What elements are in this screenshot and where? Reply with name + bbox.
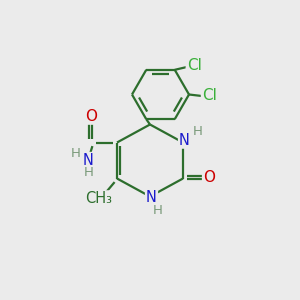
Text: H: H xyxy=(153,203,162,217)
Text: N: N xyxy=(179,133,190,148)
Text: Cl: Cl xyxy=(202,88,217,104)
Text: H: H xyxy=(193,124,202,138)
Text: N: N xyxy=(82,153,93,168)
Text: O: O xyxy=(203,169,215,184)
Text: H: H xyxy=(70,147,80,160)
Text: H: H xyxy=(83,166,93,179)
Text: N: N xyxy=(146,190,157,206)
Text: Cl: Cl xyxy=(187,58,202,73)
Text: CH₃: CH₃ xyxy=(85,191,112,206)
Text: O: O xyxy=(85,109,98,124)
